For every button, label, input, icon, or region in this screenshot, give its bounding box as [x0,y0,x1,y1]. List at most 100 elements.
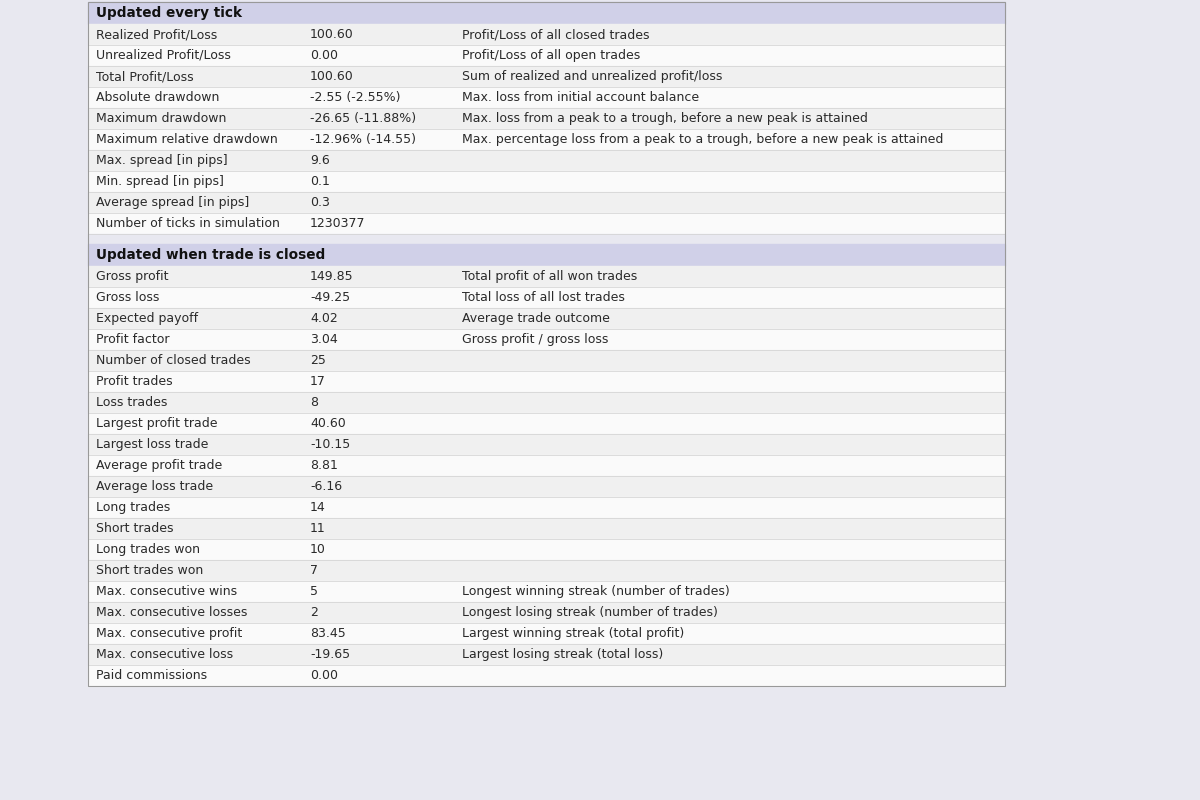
Text: -10.15: -10.15 [310,438,350,451]
Text: Average profit trade: Average profit trade [96,459,222,472]
Text: Realized Profit/Loss: Realized Profit/Loss [96,28,217,41]
Text: Max. consecutive profit: Max. consecutive profit [96,627,242,640]
Bar [88,497,1006,518]
Bar [88,24,1006,45]
Text: Paid commissions: Paid commissions [96,669,208,682]
Text: Max. spread [in pips]: Max. spread [in pips] [96,154,228,167]
Text: Long trades won: Long trades won [96,543,200,556]
Text: Max. loss from a peak to a trough, before a new peak is attained: Max. loss from a peak to a trough, befor… [462,112,868,125]
Text: Expected payoff: Expected payoff [96,312,198,325]
Text: 17: 17 [310,375,326,388]
Bar [88,244,1006,266]
Text: Longest winning streak (number of trades): Longest winning streak (number of trades… [462,585,730,598]
Bar [88,476,1006,497]
Text: Total Profit/Loss: Total Profit/Loss [96,70,193,83]
Text: Absolute drawdown: Absolute drawdown [96,91,220,104]
Text: 100.60: 100.60 [310,70,354,83]
Text: -2.55 (-2.55%): -2.55 (-2.55%) [310,91,401,104]
Bar [88,665,1006,686]
Text: 3.04: 3.04 [310,333,337,346]
Text: 2: 2 [310,606,318,619]
Text: 14: 14 [310,501,325,514]
Text: -6.16: -6.16 [310,480,342,493]
Text: Sum of realized and unrealized profit/loss: Sum of realized and unrealized profit/lo… [462,70,722,83]
Text: Max. consecutive loss: Max. consecutive loss [96,648,233,661]
Text: Average trade outcome: Average trade outcome [462,312,610,325]
Bar [88,66,1006,87]
Text: Total loss of all lost trades: Total loss of all lost trades [462,291,625,304]
Text: Loss trades: Loss trades [96,396,167,409]
Bar [88,87,1006,108]
Text: Profit trades: Profit trades [96,375,173,388]
Text: 1230377: 1230377 [310,217,366,230]
Bar [88,108,1006,129]
Text: Maximum drawdown: Maximum drawdown [96,112,227,125]
Text: Short trades: Short trades [96,522,174,535]
Text: Gross loss: Gross loss [96,291,160,304]
Text: 25: 25 [310,354,326,367]
Bar [88,413,1006,434]
Text: Total profit of all won trades: Total profit of all won trades [462,270,637,283]
Text: Profit factor: Profit factor [96,333,169,346]
Bar [88,371,1006,392]
Text: 40.60: 40.60 [310,417,346,430]
Text: Profit/Loss of all closed trades: Profit/Loss of all closed trades [462,28,649,41]
Text: Long trades: Long trades [96,501,170,514]
Text: -12.96% (-14.55): -12.96% (-14.55) [310,133,416,146]
Text: -26.65 (-11.88%): -26.65 (-11.88%) [310,112,416,125]
Bar [88,350,1006,371]
Text: Short trades won: Short trades won [96,564,203,577]
Text: Largest loss trade: Largest loss trade [96,438,209,451]
Bar [88,213,1006,234]
Text: Gross profit: Gross profit [96,270,168,283]
Text: 7: 7 [310,564,318,577]
Bar [88,45,1006,66]
Bar [88,308,1006,329]
Bar [88,171,1006,192]
Text: Profit/Loss of all open trades: Profit/Loss of all open trades [462,49,641,62]
Bar [88,455,1006,476]
Bar [88,192,1006,213]
Text: Longest losing streak (number of trades): Longest losing streak (number of trades) [462,606,718,619]
Text: 83.45: 83.45 [310,627,346,640]
Text: 10: 10 [310,543,326,556]
Bar [88,644,1006,665]
Bar [88,581,1006,602]
Text: 4.02: 4.02 [310,312,337,325]
Text: 11: 11 [310,522,325,535]
Bar [88,234,1006,244]
Text: Max. consecutive wins: Max. consecutive wins [96,585,238,598]
Text: -49.25: -49.25 [310,291,350,304]
Bar [88,560,1006,581]
Text: 0.3: 0.3 [310,196,330,209]
Bar [88,518,1006,539]
Text: Largest losing streak (total loss): Largest losing streak (total loss) [462,648,664,661]
Bar [88,287,1006,308]
Bar [88,602,1006,623]
Text: Max. percentage loss from a peak to a trough, before a new peak is attained: Max. percentage loss from a peak to a tr… [462,133,943,146]
Text: Unrealized Profit/Loss: Unrealized Profit/Loss [96,49,230,62]
Text: Average spread [in pips]: Average spread [in pips] [96,196,250,209]
Text: Max. loss from initial account balance: Max. loss from initial account balance [462,91,700,104]
Text: Number of closed trades: Number of closed trades [96,354,251,367]
Bar [88,266,1006,287]
Text: Maximum relative drawdown: Maximum relative drawdown [96,133,277,146]
Text: Average loss trade: Average loss trade [96,480,214,493]
Text: Largest profit trade: Largest profit trade [96,417,217,430]
Bar [88,129,1006,150]
Bar [88,2,1006,686]
Bar [88,623,1006,644]
Text: 149.85: 149.85 [310,270,354,283]
Text: Gross profit / gross loss: Gross profit / gross loss [462,333,608,346]
Text: Largest winning streak (total profit): Largest winning streak (total profit) [462,627,684,640]
Bar [88,329,1006,350]
Text: 5: 5 [310,585,318,598]
Text: 100.60: 100.60 [310,28,354,41]
Bar [88,392,1006,413]
Text: Min. spread [in pips]: Min. spread [in pips] [96,175,224,188]
Text: 9.6: 9.6 [310,154,330,167]
Text: 0.1: 0.1 [310,175,330,188]
Text: Number of ticks in simulation: Number of ticks in simulation [96,217,280,230]
Text: -19.65: -19.65 [310,648,350,661]
Text: Updated every tick: Updated every tick [96,6,242,20]
